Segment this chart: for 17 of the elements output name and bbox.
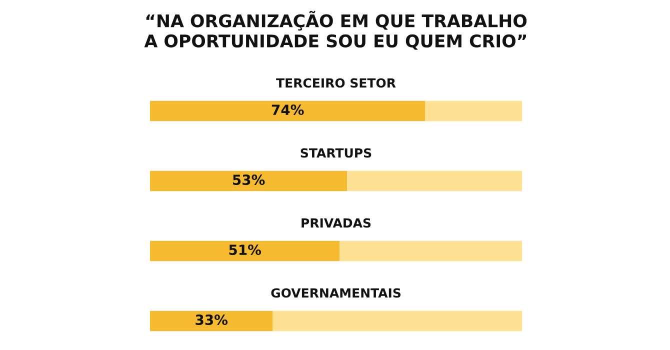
data-label: 51% [229,244,262,256]
bar [150,170,348,192]
chart-title: “NA ORGANIZAÇÃO EM QUE TRABALHO A OPORTUNIDADE SOU EU QUEM CRIO” [144,10,527,50]
bar [272,310,522,332]
data-label: 33% [196,314,228,326]
bar [347,170,522,192]
y-tick-label: PRIVADAS [302,218,371,228]
bar [150,240,340,262]
data-label: 74% [272,104,304,116]
data-label: 53% [233,174,265,186]
bar [425,100,522,122]
bar [340,240,522,262]
y-tick-label: GOVERNAMENTAIS [271,288,401,298]
bar [150,100,426,122]
y-tick-label: TERCEIRO SETOR [276,78,396,88]
y-tick-label: STARTUPS [300,148,372,158]
bar [150,310,273,332]
